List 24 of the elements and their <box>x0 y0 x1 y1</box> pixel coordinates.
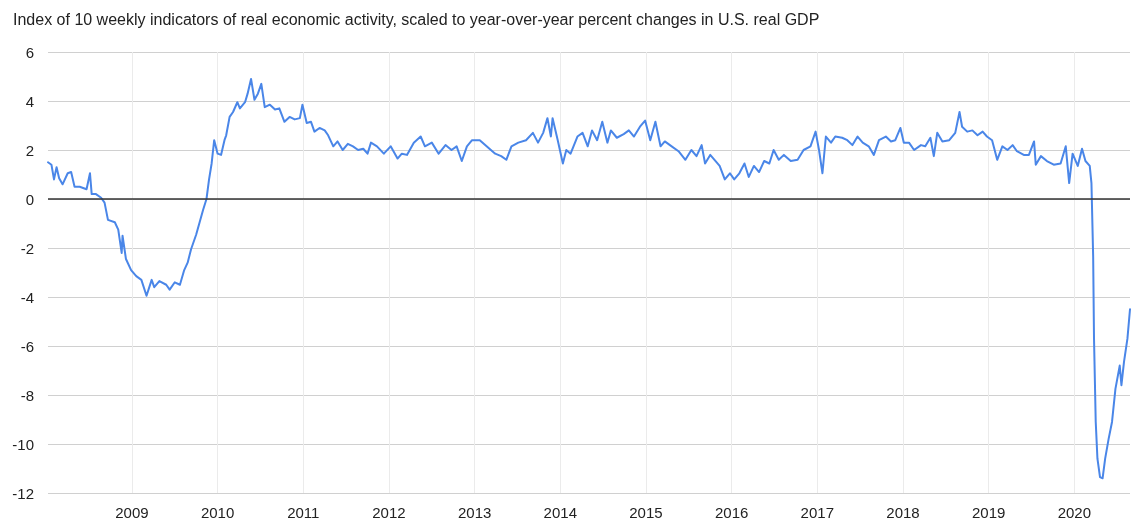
x-tick-label: 2014 <box>543 504 577 521</box>
y-tick-label: -12 <box>12 484 34 502</box>
x-tick-label: 2009 <box>115 504 149 521</box>
y-tick-label: 6 <box>25 43 34 61</box>
y-tick-label: -6 <box>20 337 34 355</box>
x-tick-label: 2018 <box>886 504 920 521</box>
line-series <box>47 77 1131 480</box>
x-tick-label: 2011 <box>287 504 320 521</box>
y-tick-label: -8 <box>20 386 34 404</box>
x-tick-label: 2017 <box>800 504 834 521</box>
x-tick-label: 2012 <box>372 504 406 521</box>
chart-title: Index of 10 weekly indicators of real economic activity, scaled to year-over-year percent changes in U.S. real GDP <box>13 10 820 28</box>
x-tick-label: 2015 <box>629 504 663 521</box>
x-tick-label: 2013 <box>457 504 492 521</box>
y-tick-label: -2 <box>20 239 34 257</box>
y-tick-label: -10 <box>12 435 34 453</box>
y-tick-label: 4 <box>25 92 34 110</box>
x-tick-label: 2020 <box>1057 504 1091 521</box>
x-tick-label: 2019 <box>971 504 1006 521</box>
x-tick-label: 2016 <box>714 504 749 521</box>
y-tick-label: 0 <box>25 190 34 208</box>
y-tick-label: 2 <box>25 141 34 159</box>
y-tick-label: -4 <box>20 288 34 306</box>
x-tick-label: 2010 <box>200 504 235 521</box>
